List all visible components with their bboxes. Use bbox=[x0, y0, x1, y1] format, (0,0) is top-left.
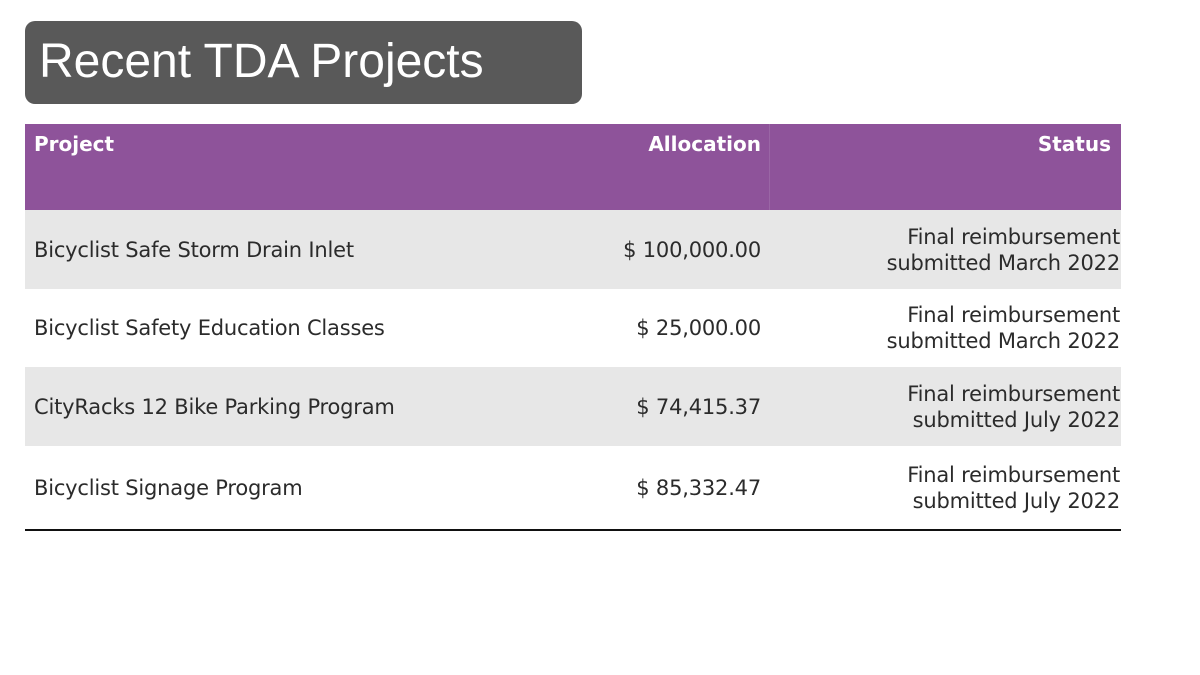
project-name-cell: CityRacks 12 Bike Parking Program bbox=[34, 394, 395, 419]
allocation-cell: $ 100,000.00 bbox=[623, 237, 761, 262]
status-line-2: submitted July 2022 bbox=[912, 488, 1121, 513]
status-cell: Final reimbursement submitted July 2022 bbox=[769, 381, 1121, 433]
status-line-1: Final reimbursement bbox=[907, 462, 1120, 487]
status-line-2: submitted March 2022 bbox=[886, 250, 1121, 275]
status-cell: Final reimbursement submitted July 2022 bbox=[769, 462, 1121, 514]
status-line-2: submitted July 2022 bbox=[912, 407, 1121, 432]
column-header-allocation: Allocation bbox=[648, 132, 761, 156]
project-name-cell: Bicyclist Safe Storm Drain Inlet bbox=[34, 237, 354, 262]
status-line-1: Final reimbursement bbox=[907, 224, 1120, 249]
title-banner: Recent TDA Projects bbox=[25, 21, 582, 104]
page-title: Recent TDA Projects bbox=[39, 34, 484, 88]
table-row: Bicyclist Signage Program $ 85,332.47 Fi… bbox=[25, 446, 1121, 529]
status-line-1: Final reimbursement bbox=[907, 303, 1120, 327]
status-cell: Final reimbursement submitted March 2022 bbox=[769, 224, 1121, 276]
table-row: CityRacks 12 Bike Parking Program $ 74,4… bbox=[25, 367, 1121, 446]
projects-table: Project Allocation Status Bicyclist Safe… bbox=[25, 124, 1121, 531]
allocation-cell: $ 85,332.47 bbox=[636, 475, 761, 500]
status-cell: Final reimbursement submitted March 2022 bbox=[769, 302, 1121, 354]
column-header-project: Project bbox=[34, 132, 115, 156]
project-name-cell: Bicyclist Signage Program bbox=[34, 475, 303, 500]
project-name-cell: Bicyclist Safety Education Classes bbox=[34, 316, 385, 340]
table-row: Bicyclist Safe Storm Drain Inlet $ 100,0… bbox=[25, 210, 1121, 289]
status-line-2: submitted March 2022 bbox=[886, 329, 1121, 353]
table-row: Bicyclist Safety Education Classes $ 25,… bbox=[25, 289, 1121, 367]
table-bottom-rule bbox=[25, 529, 1121, 531]
allocation-cell: $ 74,415.37 bbox=[636, 394, 761, 419]
status-line-1: Final reimbursement bbox=[907, 381, 1120, 406]
column-header-status: Status bbox=[769, 124, 1121, 210]
allocation-cell: $ 25,000.00 bbox=[636, 316, 761, 340]
table-header-row: Project Allocation Status bbox=[25, 124, 1121, 210]
